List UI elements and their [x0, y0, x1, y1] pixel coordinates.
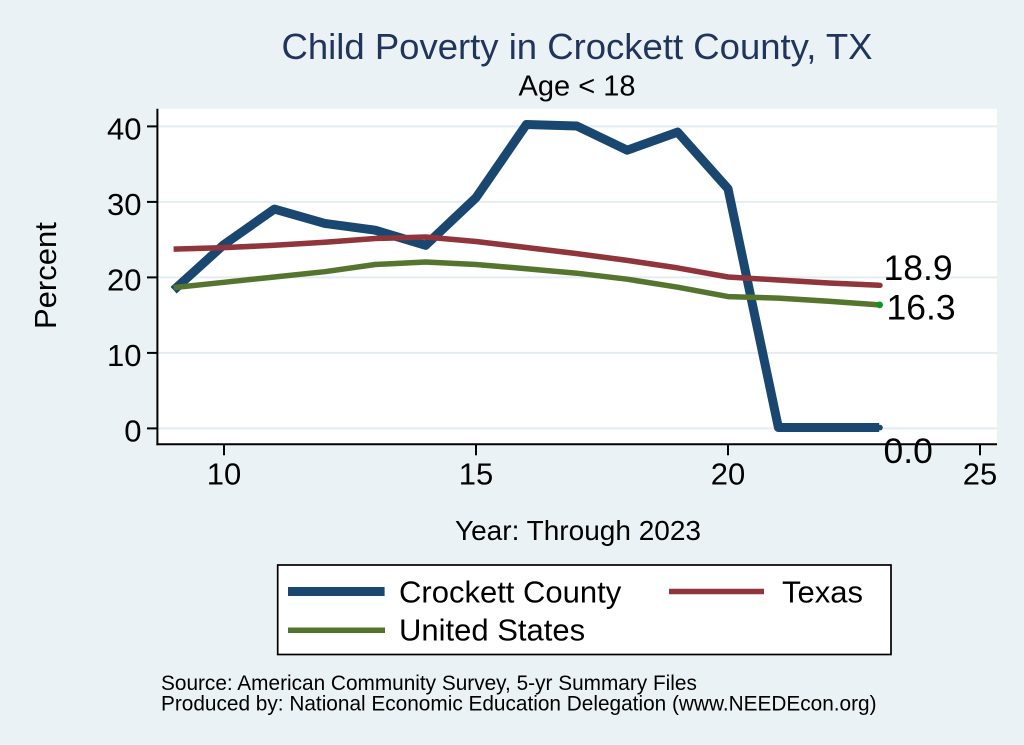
svg-text:Age < 18: Age < 18: [519, 71, 636, 103]
svg-text:United States: United States: [399, 613, 585, 648]
svg-text:20: 20: [107, 263, 141, 298]
svg-text:0: 0: [124, 414, 141, 449]
svg-text:Year: Through 2023: Year: Through 2023: [455, 515, 701, 546]
svg-text:20: 20: [711, 457, 745, 492]
svg-text:15: 15: [459, 457, 493, 492]
svg-text:30: 30: [107, 187, 141, 222]
svg-text:Crockett County: Crockett County: [399, 575, 622, 610]
svg-text:25: 25: [963, 457, 997, 492]
svg-text:10: 10: [107, 338, 141, 373]
svg-text:Produced by: National Economic: Produced by: National Economic Education…: [161, 693, 877, 716]
svg-text:10: 10: [207, 457, 241, 492]
svg-text:16.3: 16.3: [887, 288, 956, 328]
svg-text:Source: American Community Sur: Source: American Community Survey, 5-yr …: [161, 672, 697, 695]
svg-text:40: 40: [107, 112, 141, 147]
svg-text:Percent: Percent: [28, 222, 63, 329]
svg-text:18.9: 18.9: [884, 248, 953, 288]
svg-text:Child Poverty in Crockett Coun: Child Poverty in Crockett County, TX: [282, 26, 873, 67]
svg-text:0.0: 0.0: [884, 431, 933, 471]
svg-text:Texas: Texas: [782, 575, 863, 610]
